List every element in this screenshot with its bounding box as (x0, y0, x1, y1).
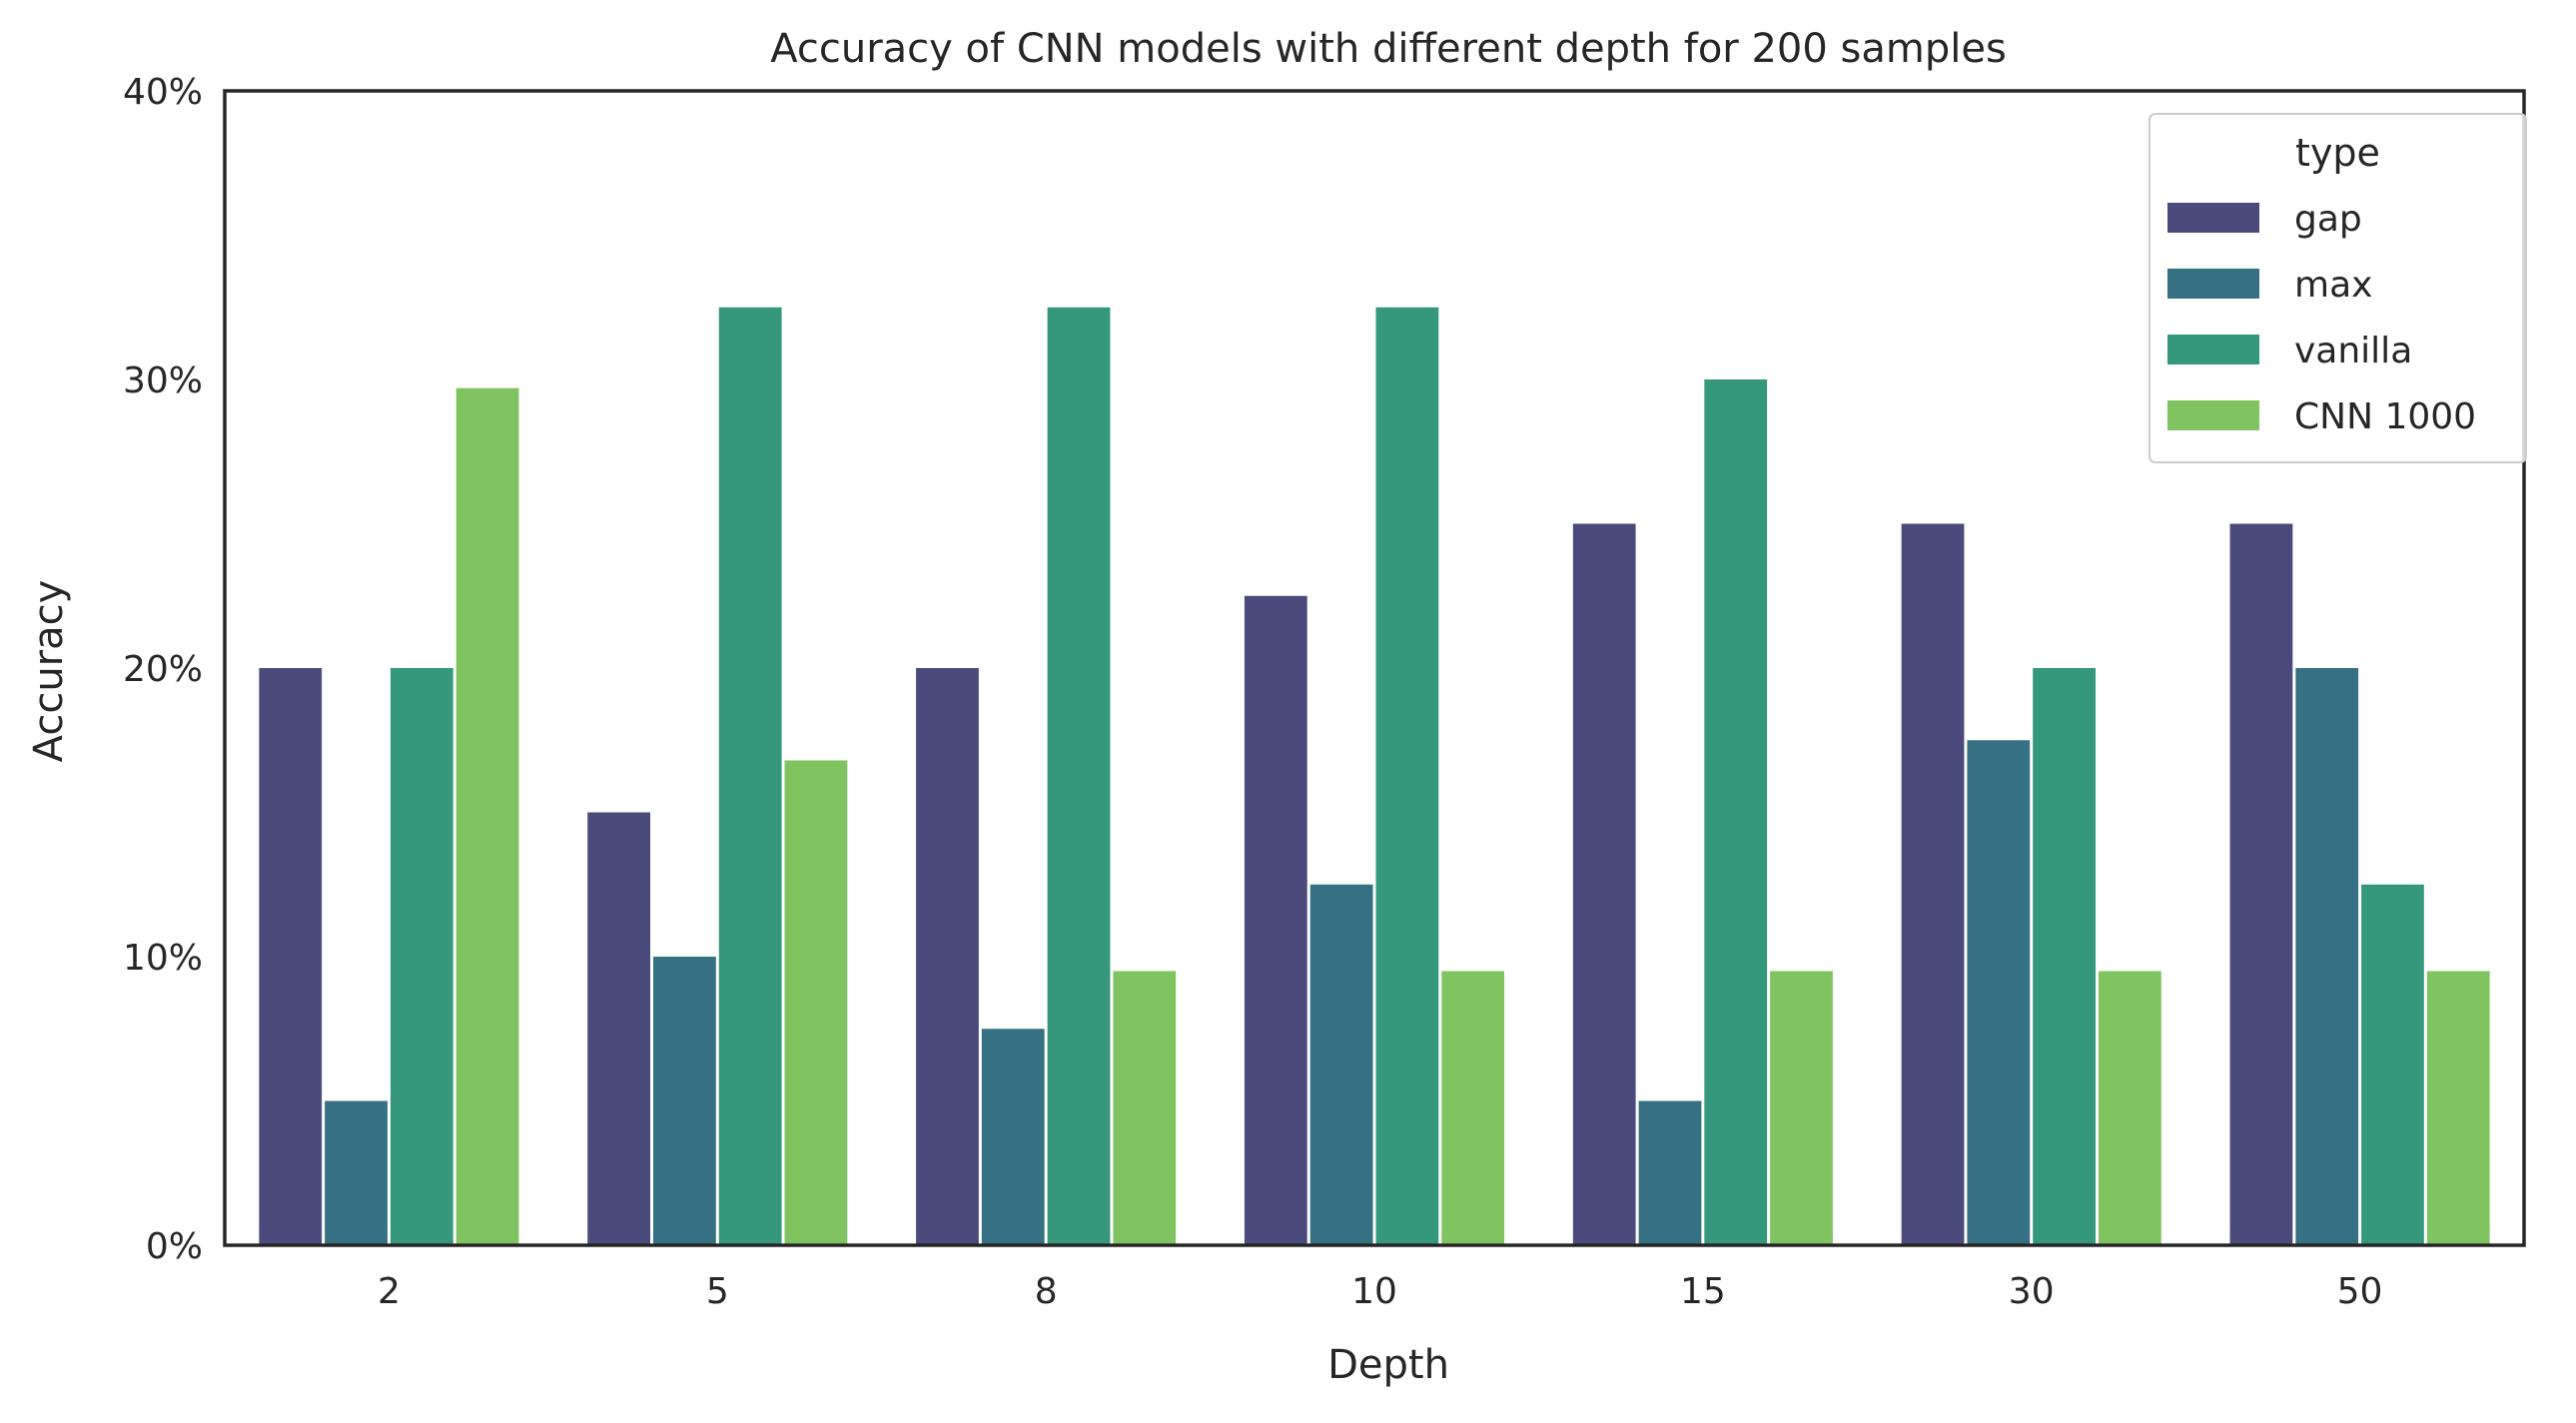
legend-swatch-cnn-1000 (2167, 400, 2259, 430)
bar-cnn-1000-depth-10 (1441, 971, 1505, 1245)
y-tick-label-20pct: 20% (123, 649, 203, 690)
bar-vanilla-depth-2 (390, 668, 453, 1245)
bar-max-depth-30 (1967, 740, 2031, 1245)
legend-box (2148, 113, 2527, 463)
legend-label-gap: gap (2294, 199, 2362, 240)
x-tick-label-30: 30 (2009, 1271, 2055, 1312)
x-tick-label-50: 50 (2337, 1271, 2383, 1312)
legend-label-cnn-1000: CNN 1000 (2294, 396, 2476, 437)
bar-vanilla-depth-15 (1704, 379, 1768, 1245)
bars-layer (259, 307, 2490, 1245)
bar-cnn-1000-depth-15 (1770, 971, 1833, 1245)
legend-swatch-vanilla (2167, 335, 2259, 364)
legend-title: type (2295, 131, 2380, 175)
bar-gap-depth-15 (1572, 523, 1636, 1245)
x-tick-label-10: 10 (1351, 1271, 1397, 1312)
y-axis-label: Accuracy (26, 580, 72, 763)
bar-max-depth-8 (981, 1029, 1045, 1245)
bar-cnn-1000-depth-5 (784, 760, 848, 1245)
ticks-layer: 2 5 8 10 15 30 50 0% 10% 20% 30% 40% (123, 72, 2382, 1312)
bar-max-depth-10 (1309, 884, 1373, 1245)
bar-vanilla-depth-10 (1375, 307, 1439, 1245)
bar-cnn-1000-depth-30 (2098, 971, 2161, 1245)
x-axis-label: Depth (1327, 1342, 1449, 1388)
chart-title: Accuracy of CNN models with different de… (770, 26, 2007, 72)
bar-max-depth-2 (325, 1100, 388, 1245)
y-tick-label-10pct: 10% (123, 938, 203, 979)
legend-swatch-gap (2167, 203, 2259, 233)
bar-max-depth-15 (1638, 1100, 1702, 1245)
bar-gap-depth-30 (1901, 523, 1965, 1245)
bar-gap-depth-50 (2229, 523, 2293, 1245)
bar-vanilla-depth-30 (2033, 668, 2096, 1245)
legend-label-vanilla: vanilla (2294, 331, 2412, 371)
y-tick-label-40pct: 40% (123, 72, 203, 113)
bar-gap-depth-2 (259, 668, 323, 1245)
x-tick-label-15: 15 (1680, 1271, 1726, 1312)
bar-gap-depth-8 (916, 668, 979, 1245)
y-tick-label-30pct: 30% (123, 360, 203, 401)
legend-label-max: max (2294, 265, 2372, 306)
bar-max-depth-50 (2295, 668, 2359, 1245)
bar-cnn-1000-depth-2 (455, 387, 519, 1245)
bar-gap-depth-10 (1244, 595, 1307, 1245)
x-tick-label-8: 8 (1035, 1271, 1058, 1312)
x-tick-label-5: 5 (706, 1271, 729, 1312)
bar-vanilla-depth-50 (2361, 884, 2424, 1245)
y-tick-label-0pct: 0% (146, 1226, 203, 1267)
bar-vanilla-depth-8 (1047, 307, 1111, 1245)
bar-cnn-1000-depth-8 (1113, 971, 1177, 1245)
plot-frame (223, 89, 2526, 1247)
bar-vanilla-depth-5 (718, 307, 782, 1245)
legend-swatch-max (2167, 269, 2259, 299)
bar-gap-depth-5 (587, 812, 651, 1245)
bar-max-depth-5 (653, 957, 716, 1245)
bar-cnn-1000-depth-50 (2426, 971, 2490, 1245)
x-tick-label-2: 2 (378, 1271, 401, 1312)
legend: type gap max vanilla CNN 1000 (2148, 113, 2527, 463)
